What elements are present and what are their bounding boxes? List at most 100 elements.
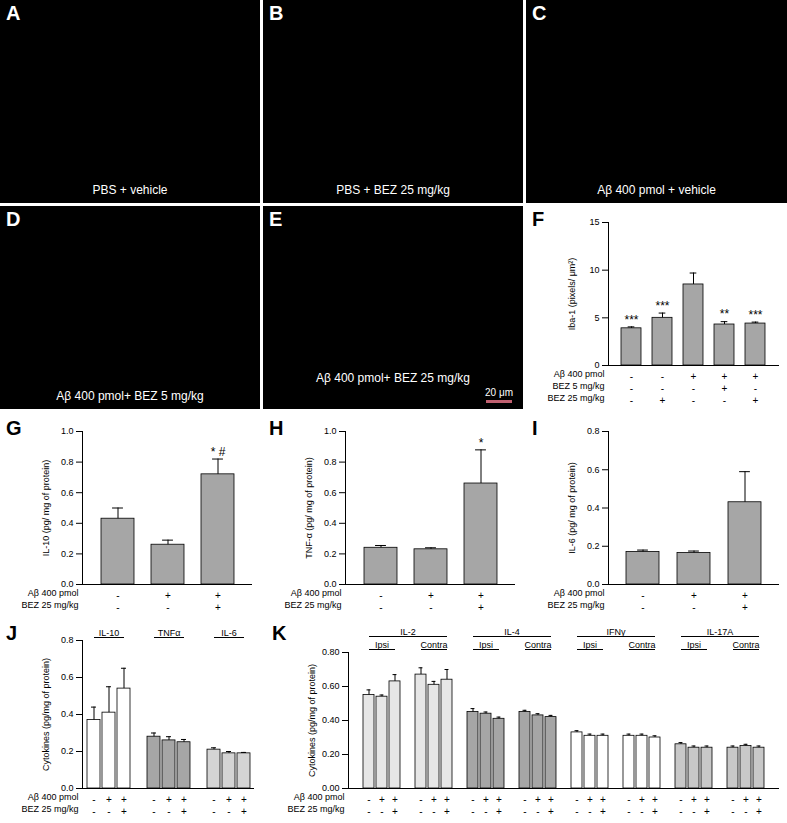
svg-text:+: + <box>660 395 666 406</box>
svg-text:0.8: 0.8 <box>587 426 600 436</box>
svg-text:0.8: 0.8 <box>61 635 74 645</box>
svg-text:BEZ 25 mg/kg: BEZ 25 mg/kg <box>21 600 78 610</box>
svg-text:IL-4: IL-4 <box>504 627 520 637</box>
svg-text:+: + <box>639 794 645 805</box>
svg-text:BEZ 5 mg/kg: BEZ 5 mg/kg <box>552 381 604 391</box>
svg-text:+: + <box>691 794 697 805</box>
svg-text:+: + <box>548 806 554 817</box>
svg-text:-: - <box>731 794 734 805</box>
svg-text:Contra: Contra <box>732 640 759 650</box>
svg-text:IL-10 (pg/ mg of protein): IL-10 (pg/ mg of protein) <box>41 460 51 557</box>
svg-text:+: + <box>181 794 187 805</box>
svg-text:-: - <box>152 806 155 817</box>
svg-text:+: + <box>428 590 434 601</box>
svg-text:* #: * # <box>211 445 226 459</box>
svg-text:0.2: 0.2 <box>324 549 337 559</box>
svg-text:-: - <box>661 383 664 394</box>
svg-text:Cytokines (pg/mg of protein): Cytokines (pg/mg of protein) <box>41 658 51 771</box>
svg-text:BEZ 25 mg/kg: BEZ 25 mg/kg <box>21 804 78 814</box>
svg-text:Aβ 400 pmol: Aβ 400 pmol <box>291 588 342 598</box>
svg-text:+: + <box>444 806 450 817</box>
svg-text:0.2: 0.2 <box>587 541 600 551</box>
svg-text:0.40: 0.40 <box>322 715 340 725</box>
svg-text:+: + <box>753 395 759 406</box>
svg-text:TNFα: TNFα <box>158 628 181 638</box>
svg-text:Aβ 400 pmol: Aβ 400 pmol <box>28 792 79 802</box>
svg-text:+: + <box>600 794 606 805</box>
svg-text:-: - <box>379 590 382 601</box>
svg-text:-: - <box>92 794 95 805</box>
svg-text:IL-2: IL-2 <box>400 627 416 637</box>
svg-text:-: - <box>419 794 422 805</box>
svg-text:+: + <box>691 590 697 601</box>
svg-text:-: - <box>754 383 757 394</box>
svg-text:-: - <box>692 383 695 394</box>
svg-text:0.60: 0.60 <box>322 681 340 691</box>
svg-text:0.4: 0.4 <box>61 709 74 719</box>
svg-text:0.80: 0.80 <box>322 647 340 657</box>
svg-text:+: + <box>742 602 748 613</box>
svg-text:IL-10: IL-10 <box>99 628 120 638</box>
svg-text:-: - <box>166 602 169 613</box>
svg-text:-: - <box>627 806 630 817</box>
svg-text:-: - <box>641 590 644 601</box>
svg-text:-: - <box>471 794 474 805</box>
svg-text:+: + <box>166 794 172 805</box>
svg-text:-: - <box>536 806 539 817</box>
svg-text:Contra: Contra <box>524 640 551 650</box>
svg-text:-: - <box>152 794 155 805</box>
svg-text:-: - <box>92 806 95 817</box>
svg-text:+: + <box>742 590 748 601</box>
svg-text:0.2: 0.2 <box>61 549 74 559</box>
svg-text:+: + <box>106 794 112 805</box>
svg-text:+: + <box>704 806 710 817</box>
svg-text:Contra: Contra <box>628 640 655 650</box>
svg-text:+: + <box>704 794 710 805</box>
svg-text:0.4: 0.4 <box>324 518 337 528</box>
svg-text:-: - <box>116 590 119 601</box>
svg-text:+: + <box>431 794 437 805</box>
svg-text:+: + <box>121 794 127 805</box>
svg-text:+: + <box>226 794 232 805</box>
svg-text:-: - <box>588 806 591 817</box>
svg-text:Iba-1 (pixels/ μm²): Iba-1 (pixels/ μm²) <box>567 258 577 331</box>
svg-text:1.0: 1.0 <box>61 426 74 436</box>
svg-text:+: + <box>165 590 171 601</box>
svg-text:+: + <box>241 794 247 805</box>
svg-text:0.6: 0.6 <box>324 488 337 498</box>
svg-text:-: - <box>630 383 633 394</box>
svg-text:0.6: 0.6 <box>61 488 74 498</box>
svg-text:-: - <box>379 602 382 613</box>
svg-text:***: *** <box>655 299 669 313</box>
svg-text:0.8: 0.8 <box>324 457 337 467</box>
svg-text:-: - <box>523 794 526 805</box>
svg-text:Ipsi: Ipsi <box>375 640 389 650</box>
svg-text:-: - <box>679 794 682 805</box>
svg-text:**: ** <box>720 307 730 321</box>
svg-text:0.8: 0.8 <box>61 457 74 467</box>
svg-text:-: - <box>116 602 119 613</box>
svg-text:+: + <box>587 794 593 805</box>
svg-text:+: + <box>181 806 187 817</box>
svg-text:-: - <box>419 806 422 817</box>
svg-text:-: - <box>640 806 643 817</box>
svg-text:+: + <box>444 794 450 805</box>
svg-text:+: + <box>478 590 484 601</box>
svg-text:-: - <box>227 806 230 817</box>
svg-text:***: *** <box>748 308 762 322</box>
svg-text:0.2: 0.2 <box>61 746 74 756</box>
svg-text:-: - <box>471 806 474 817</box>
svg-text:-: - <box>641 602 644 613</box>
svg-text:-: - <box>744 806 747 817</box>
svg-text:TNF-α (pg/ mg of protein): TNF-α (pg/ mg of protein) <box>304 457 314 559</box>
svg-text:-: - <box>429 602 432 613</box>
svg-text:Cytokines (pg/mg of protein): Cytokines (pg/mg of protein) <box>307 664 317 777</box>
svg-text:-: - <box>692 602 695 613</box>
svg-text:+: + <box>756 806 762 817</box>
svg-text:-: - <box>167 806 170 817</box>
svg-text:+: + <box>652 794 658 805</box>
svg-text:+: + <box>722 371 728 382</box>
svg-text:-: - <box>380 806 383 817</box>
svg-text:IL-6: IL-6 <box>221 628 237 638</box>
svg-text:Aβ 400 pmol: Aβ 400 pmol <box>28 588 79 598</box>
